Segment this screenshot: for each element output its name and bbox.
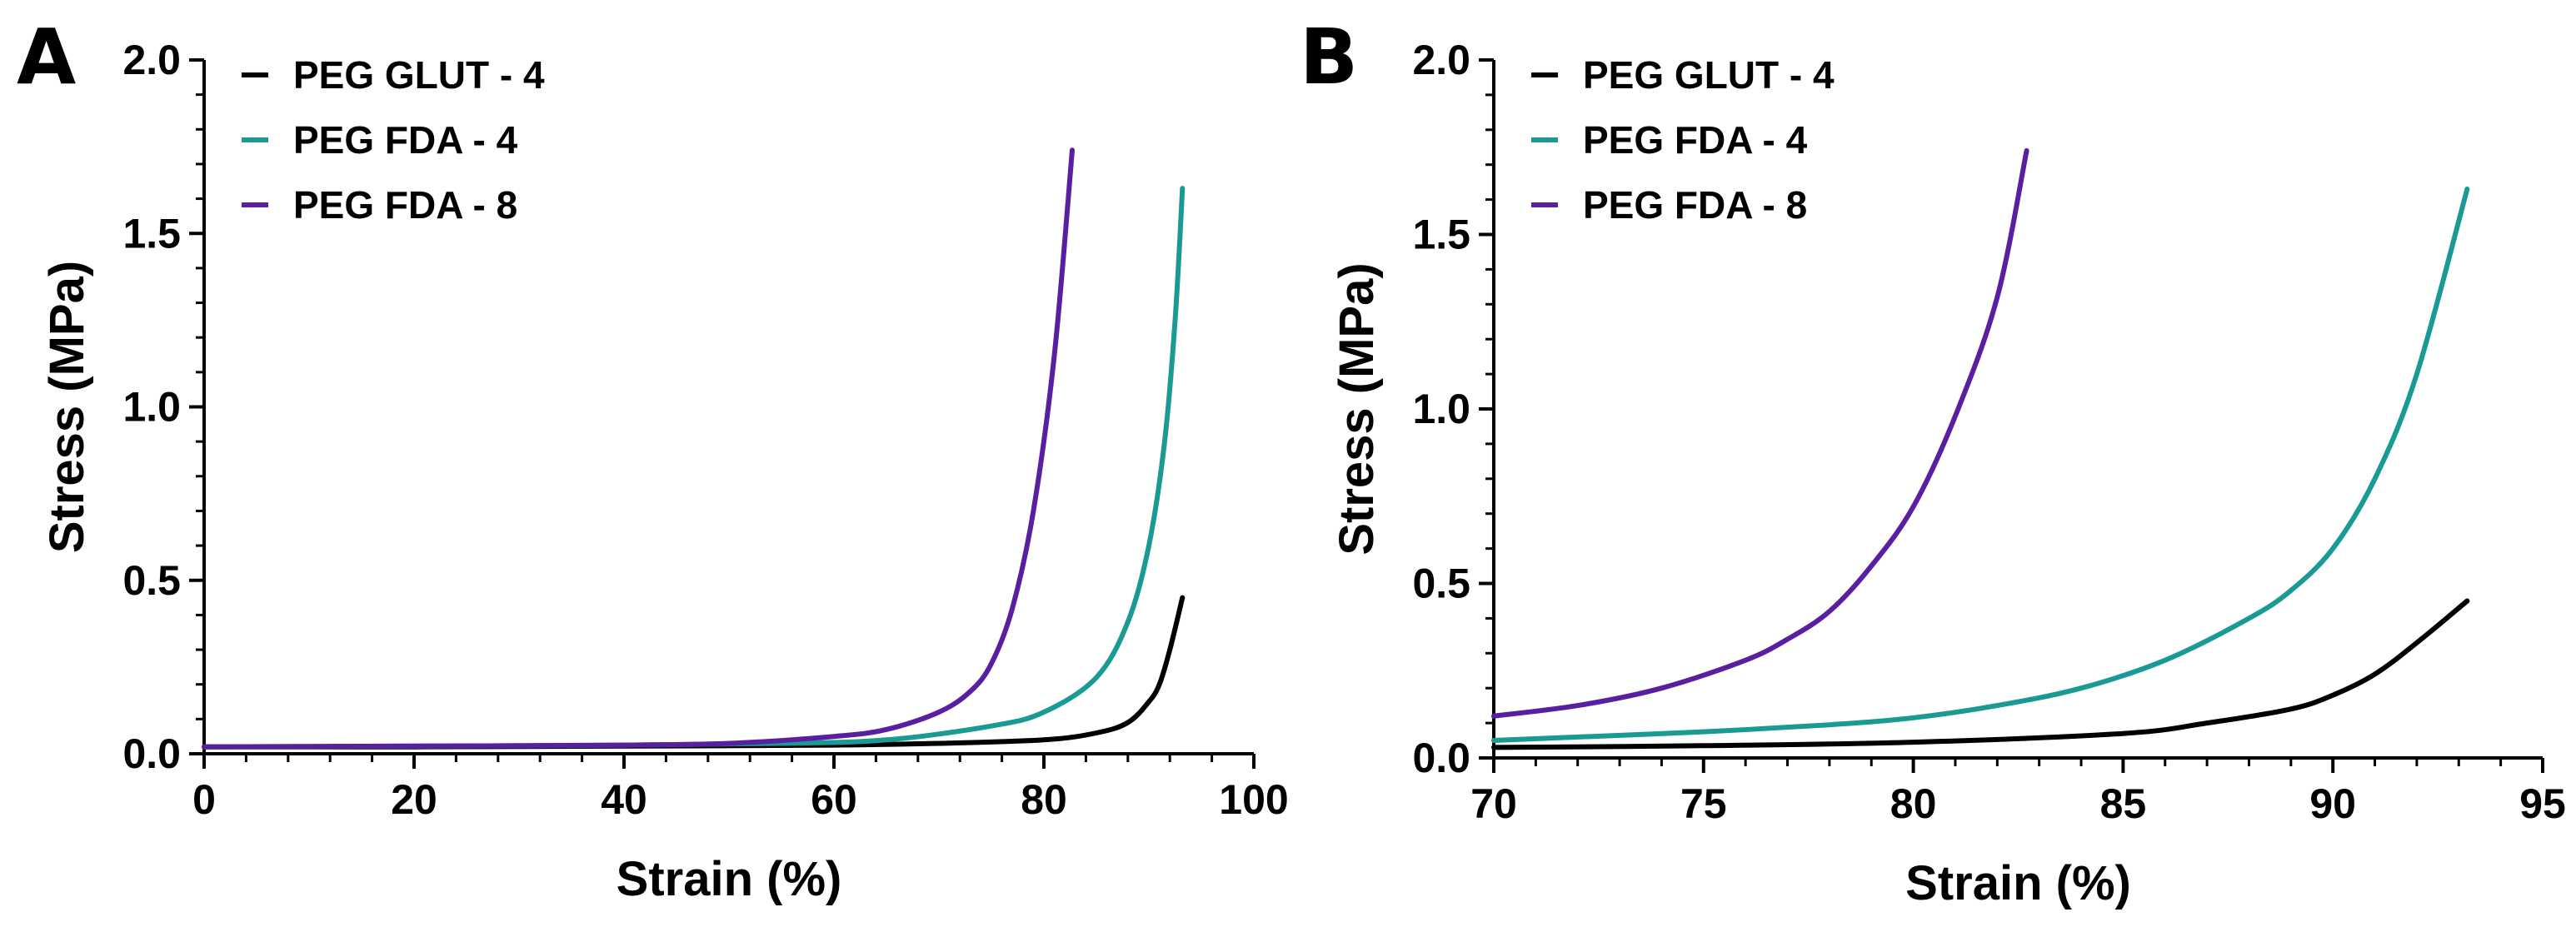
x-tick-label: 75	[1680, 780, 1727, 827]
x-tick-label: 0	[192, 776, 216, 823]
legend-label: PEG GLUT - 4	[1583, 53, 1835, 97]
x-tick-label: 60	[811, 776, 857, 823]
y-tick-label: 0.0	[122, 730, 181, 777]
series-line-peg-fda-8	[1491, 147, 2029, 719]
x-tick-label: 95	[2519, 780, 2566, 827]
y-tick-label: 0.5	[1412, 561, 1470, 607]
y-tick-label: 1.5	[1412, 212, 1470, 258]
y-tick-label: 1.0	[1412, 386, 1470, 432]
y-tick-label: 1.0	[122, 384, 181, 431]
panel-letter-a: A	[17, 12, 76, 102]
x-tick-label: 80	[1890, 780, 1937, 827]
series-line-peg-fda-4	[202, 186, 1186, 750]
y-axis-title: Stress (MPa)	[40, 261, 94, 553]
y-tick-label: 0.0	[1412, 735, 1470, 781]
panel-b: B 0.0 0.5 1.0 1.5 2.0 70 75 80 85 90 95 Strain (%) S…	[1300, 12, 2566, 910]
panel-a: A 0.0 0.5 1.0 1.5 2.0 0 20 40 60 80 100 Strain (%) S…	[17, 12, 1289, 906]
y-tick-label: 0.5	[122, 557, 181, 604]
x-tick-label: 90	[2309, 780, 2356, 827]
legend-label: PEG FDA - 8	[1583, 183, 1807, 227]
series-line-peg-fda-4	[1491, 187, 2470, 743]
panel-letter-b: B	[1300, 12, 1358, 102]
legend-label: PEG FDA - 8	[293, 183, 517, 227]
legend-label: PEG FDA - 4	[1583, 118, 1808, 162]
y-axis-title: Stress (MPa)	[1330, 262, 1384, 555]
y-tick-label: 2.0	[122, 37, 181, 83]
x-axis-title: Strain (%)	[1905, 856, 2131, 910]
x-tick-label: 80	[1021, 776, 1067, 823]
x-axis-title: Strain (%)	[617, 852, 842, 906]
series-line-peg-glut-4	[202, 595, 1186, 750]
y-tick-label: 2.0	[1412, 37, 1470, 83]
legend-label: PEG FDA - 4	[293, 118, 518, 162]
y-tick-label: 1.5	[122, 210, 181, 257]
series-line-peg-glut-4	[1491, 598, 2470, 750]
x-tick-label: 20	[391, 776, 437, 823]
legend-label: PEG GLUT - 4	[293, 53, 545, 97]
x-tick-label: 70	[1470, 780, 1517, 827]
x-tick-label: 85	[2100, 780, 2147, 827]
series-line-peg-fda-8	[202, 147, 1075, 750]
x-tick-label: 100	[1219, 776, 1288, 823]
x-tick-label: 40	[601, 776, 647, 823]
